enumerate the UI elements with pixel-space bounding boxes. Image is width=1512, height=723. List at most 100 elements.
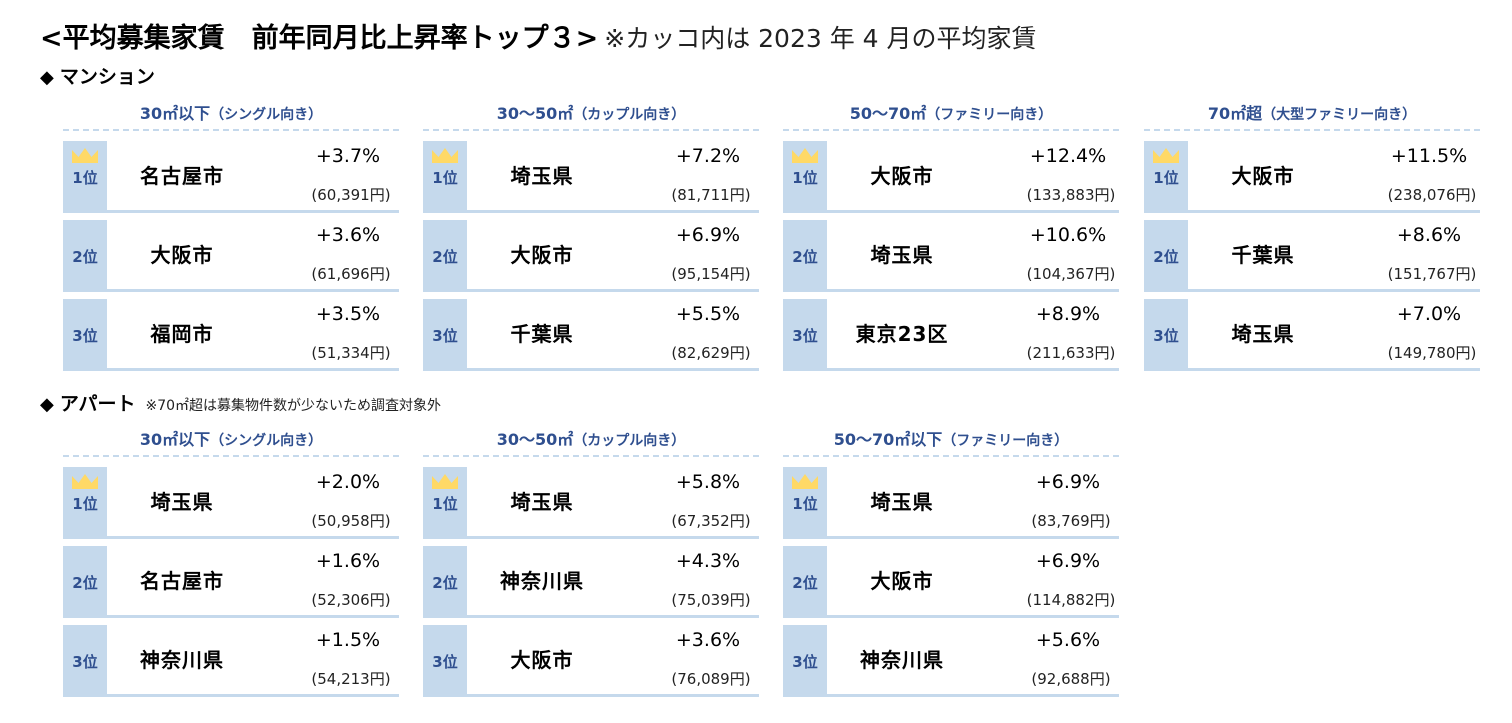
ranking-row: 1位 大阪市 +11.5% (238,076円) — [1144, 141, 1480, 213]
rank-label: 3位 — [72, 653, 98, 671]
rank-cell: 2位 — [423, 546, 467, 615]
rank-label: 2位 — [432, 248, 458, 266]
block-size-label: 30㎡以下 — [139, 104, 211, 123]
values-cell: +12.4% (133,883円) — [977, 141, 1119, 210]
average-rent: (83,769円) — [1031, 512, 1111, 530]
increase-rate: +4.3% — [675, 550, 741, 572]
dashed-divider — [1144, 129, 1480, 131]
average-rent: (50,958円) — [311, 512, 391, 530]
rank-label: 1位 — [792, 169, 818, 187]
increase-rate: +11.5% — [1390, 145, 1468, 167]
rank-label: 1位 — [432, 169, 458, 187]
rank-cell: 1位 — [63, 467, 107, 536]
rank-label: 3位 — [72, 327, 98, 345]
place-name: 名古屋市 — [140, 164, 224, 188]
rank-cell: 3位 — [423, 625, 467, 694]
block-header: 50～70㎡以下（ファミリー向き） — [783, 428, 1119, 452]
ranking-rows: 1位 名古屋市 +3.7% (60,391円) 2位 大阪市 +3.6% (61… — [63, 141, 399, 371]
rank-cell: 2位 — [1144, 220, 1188, 289]
average-rent: (60,391円) — [311, 186, 391, 204]
block-header: 30～50㎡（カップル向き） — [423, 428, 759, 452]
ranking-row: 3位 大阪市 +3.6% (76,089円) — [423, 625, 759, 697]
place-name: 東京23区 — [855, 322, 949, 346]
apartment-note: ※70㎡超は募集物件数が少ないため調査対象外 — [145, 398, 442, 414]
rank-cell: 1位 — [783, 467, 827, 536]
values-cell: +7.2% (81,711円) — [617, 141, 759, 210]
place-name: 埼玉県 — [510, 164, 574, 188]
ranking-row: 3位 埼玉県 +7.0% (149,780円) — [1144, 299, 1480, 371]
diamond-bullet-icon: ◆ — [40, 67, 54, 88]
values-cell: +4.3% (75,039円) — [617, 546, 759, 615]
block-type-label: （ファミリー向き） — [926, 107, 1053, 123]
increase-rate: +8.6% — [1396, 224, 1462, 246]
average-rent: (95,154円) — [671, 265, 751, 283]
increase-rate: +8.9% — [1035, 303, 1101, 325]
ranking-row: 2位 大阪市 +6.9% (114,882円) — [783, 546, 1119, 618]
block-type-label: （ファミリー向き） — [942, 433, 1069, 449]
rank-cell: 3位 — [63, 299, 107, 368]
values-cell: +11.5% (238,076円) — [1338, 141, 1480, 210]
place-name: 名古屋市 — [140, 569, 224, 593]
block-type-label: （大型ファミリー向き） — [1262, 107, 1417, 123]
place-name: 福岡市 — [150, 322, 214, 346]
rank-cell: 1位 — [1144, 141, 1188, 210]
crown-icon — [1153, 148, 1179, 163]
rank-cell: 2位 — [63, 546, 107, 615]
block-type-label: （カップル向き） — [573, 107, 686, 123]
block-header: 50～70㎡（ファミリー向き） — [783, 102, 1119, 126]
apartment-block-3: 50～70㎡以下（ファミリー向き） 1位 埼玉県 +6.9% (83,769円)… — [783, 428, 1119, 704]
increase-rate: +3.5% — [315, 303, 381, 325]
values-cell: +5.8% (67,352円) — [617, 467, 759, 536]
ranking-row: 2位 千葉県 +8.6% (151,767円) — [1144, 220, 1480, 292]
place-name: 埼玉県 — [1231, 322, 1295, 346]
increase-rate: +6.9% — [1035, 471, 1101, 493]
apartment-heading-label: アパート — [59, 393, 136, 415]
mansion-block-3: 50～70㎡（ファミリー向き） 1位 大阪市 +12.4% (133,883円)… — [783, 102, 1119, 378]
values-cell: +3.6% (61,696円) — [257, 220, 399, 289]
values-cell: +3.6% (76,089円) — [617, 625, 759, 694]
values-cell: +6.9% (114,882円) — [977, 546, 1119, 615]
ranking-rows: 1位 大阪市 +11.5% (238,076円) 2位 千葉県 +8.6% (1… — [1144, 141, 1480, 371]
place-name: 大阪市 — [510, 243, 574, 267]
values-cell: +3.7% (60,391円) — [257, 141, 399, 210]
increase-rate: +1.6% — [315, 550, 381, 572]
place-name: 大阪市 — [870, 164, 934, 188]
values-cell: +10.6% (104,367円) — [977, 220, 1119, 289]
rank-cell: 3位 — [423, 299, 467, 368]
rank-cell: 1位 — [783, 141, 827, 210]
place-name: 神奈川県 — [500, 569, 584, 593]
title-note: ※カッコ内は 2023 年 4 月の平均家賃 — [604, 24, 1037, 53]
average-rent: (92,688円) — [1031, 670, 1111, 688]
average-rent: (104,367円) — [1026, 265, 1116, 283]
rank-cell: 1位 — [423, 141, 467, 210]
ranking-row: 2位 大阪市 +3.6% (61,696円) — [63, 220, 399, 292]
ranking-row: 2位 埼玉県 +10.6% (104,367円) — [783, 220, 1119, 292]
average-rent: (149,780円) — [1387, 344, 1477, 362]
rank-label: 1位 — [1153, 169, 1179, 187]
ranking-row: 1位 大阪市 +12.4% (133,883円) — [783, 141, 1119, 213]
crown-icon — [432, 474, 458, 489]
place-name: 大阪市 — [510, 648, 574, 672]
values-cell: +6.9% (95,154円) — [617, 220, 759, 289]
rank-label: 1位 — [72, 495, 98, 513]
rank-cell: 2位 — [783, 220, 827, 289]
rank-label: 2位 — [792, 248, 818, 266]
values-cell: +1.5% (54,213円) — [257, 625, 399, 694]
rank-cell: 2位 — [423, 220, 467, 289]
ranking-row: 2位 大阪市 +6.9% (95,154円) — [423, 220, 759, 292]
dashed-divider — [63, 129, 399, 131]
block-type-label: （シングル向き） — [210, 107, 323, 123]
values-cell: +5.6% (92,688円) — [977, 625, 1119, 694]
average-rent: (238,076円) — [1387, 186, 1477, 204]
ranking-rows: 1位 大阪市 +12.4% (133,883円) 2位 埼玉県 +10.6% (… — [783, 141, 1119, 371]
rank-label: 3位 — [432, 653, 458, 671]
mansion-block-2: 30～50㎡（カップル向き） 1位 埼玉県 +7.2% (81,711円) 2位… — [423, 102, 759, 378]
rank-label: 3位 — [792, 327, 818, 345]
rank-label: 3位 — [792, 653, 818, 671]
rank-cell: 1位 — [63, 141, 107, 210]
increase-rate: +7.2% — [675, 145, 741, 167]
ranking-rows: 1位 埼玉県 +2.0% (50,958円) 2位 名古屋市 +1.6% (52… — [63, 467, 399, 697]
average-rent: (81,711円) — [671, 186, 751, 204]
dashed-divider — [783, 129, 1119, 131]
ranking-row: 3位 東京23区 +8.9% (211,633円) — [783, 299, 1119, 371]
